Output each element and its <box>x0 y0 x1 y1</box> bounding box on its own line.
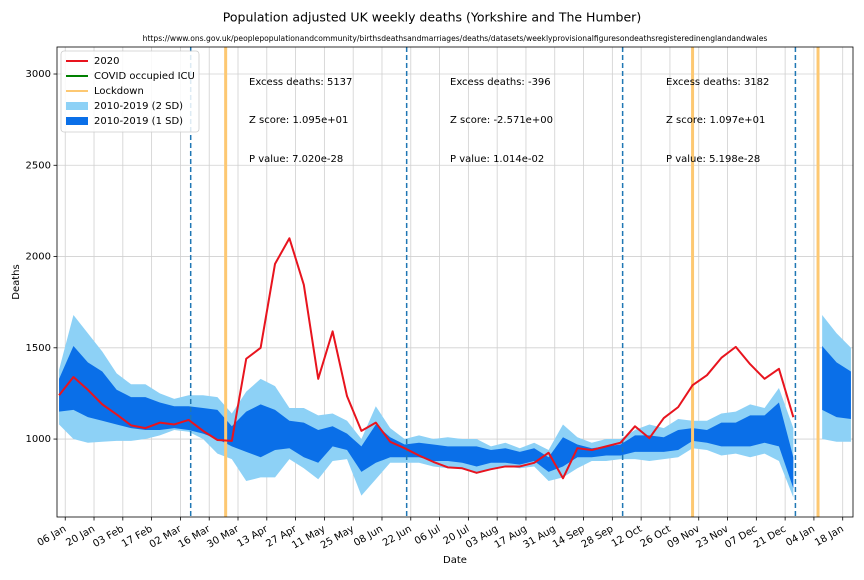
legend-label: 2010-2019 (2 SD) <box>94 101 183 112</box>
legend-label: 2010-2019 (1 SD) <box>94 116 183 127</box>
annotation: Excess deaths: 5137 <box>249 77 352 88</box>
annotation: P value: 1.014e-02 <box>450 154 544 165</box>
legend-frame <box>60 50 200 133</box>
annotation: P value: 7.020e-28 <box>249 154 343 165</box>
series-line <box>58 237 795 480</box>
annotation: Z score: -2.571e+00 <box>450 115 553 126</box>
chart-subtitle: https://www.ons.gov.uk/peoplepopulationa… <box>143 34 768 43</box>
band-area <box>822 345 851 419</box>
annotation: Z score: 1.095e+01 <box>249 115 348 126</box>
y-tick-label: 1500 <box>26 343 51 354</box>
annotation: P value: 5.198e-28 <box>666 154 760 165</box>
legend-label: COVID occupied ICU <box>94 71 195 82</box>
legend-label: 2020 <box>94 56 119 67</box>
y-axis-label: Deaths <box>11 264 22 299</box>
legend-label: Lockdown <box>94 86 144 97</box>
annotation: Excess deaths: 3182 <box>666 77 769 88</box>
y-tick-label: 2500 <box>26 160 51 171</box>
legend-swatch <box>66 117 88 125</box>
annotation: Z score: 1.097e+01 <box>666 115 765 126</box>
band-area <box>59 345 794 489</box>
y-tick-label: 3000 <box>26 69 51 80</box>
annotation: Excess deaths: -396 <box>450 77 551 88</box>
x-axis-label: Date <box>443 555 467 566</box>
plot-frame <box>56 46 854 518</box>
chart-title: Population adjusted UK weekly deaths (Yo… <box>223 10 641 25</box>
legend-swatch <box>66 102 88 110</box>
y-tick-label: 1000 <box>26 434 51 445</box>
y-tick-label: 2000 <box>26 252 51 263</box>
